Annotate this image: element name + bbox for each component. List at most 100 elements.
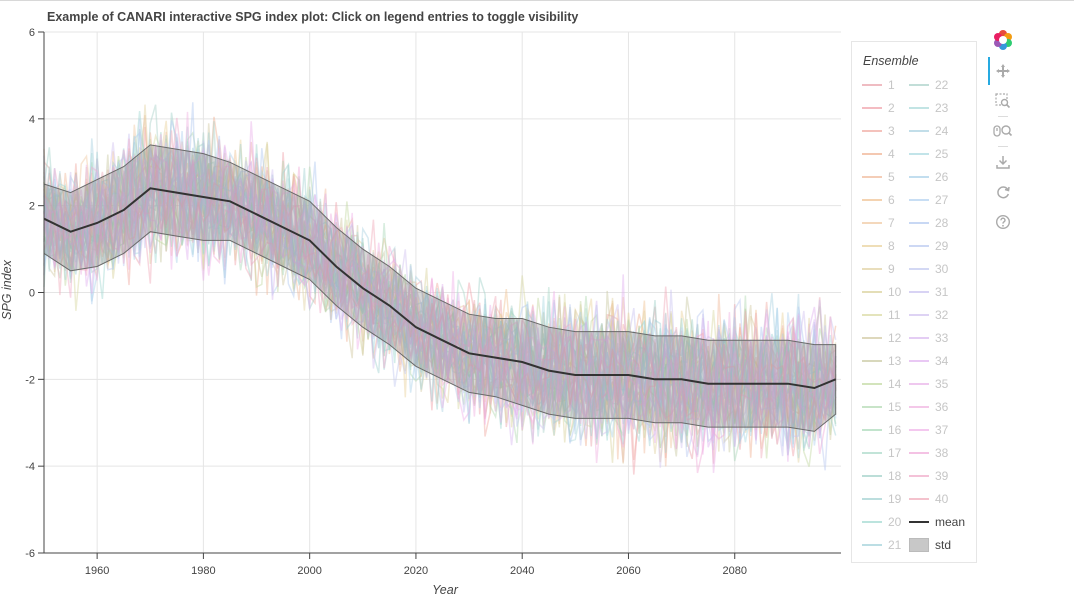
legend-entry-mean[interactable]: mean [909, 514, 965, 530]
ensemble-line-31 [43, 133, 837, 457]
ensemble-line-14 [43, 137, 837, 467]
active-tool-indicator [988, 57, 990, 85]
legend-entry-10[interactable]: 10 [862, 284, 901, 300]
legend-entry-32[interactable]: 32 [909, 307, 948, 323]
legend-swatch [909, 429, 929, 431]
legend-entry-30[interactable]: 30 [909, 261, 948, 277]
legend-entry-label: 14 [888, 377, 902, 391]
ensemble-line-32 [43, 142, 837, 468]
legend-entry-16[interactable]: 16 [862, 422, 901, 438]
legend-entry-std[interactable]: std [909, 537, 951, 553]
legend-entry-label: 22 [935, 78, 949, 92]
legend-entry-20[interactable]: 20 [862, 514, 901, 530]
legend-entry-17[interactable]: 17 [862, 445, 901, 461]
legend-entry-3[interactable]: 3 [862, 123, 895, 139]
x-tick-label: 2080 [722, 565, 746, 577]
legend-swatch [909, 199, 929, 201]
legend-entry-label: 35 [935, 377, 949, 391]
help-icon[interactable] [986, 210, 1020, 234]
legend-entry-26[interactable]: 26 [909, 169, 948, 185]
legend-entry-9[interactable]: 9 [862, 261, 895, 277]
ensemble-line-30 [43, 133, 837, 456]
legend-entry-15[interactable]: 15 [862, 399, 901, 415]
legend-swatch [909, 84, 929, 86]
legend-entry-4[interactable]: 4 [862, 146, 895, 162]
legend-swatch [909, 130, 929, 132]
legend-entry-22[interactable]: 22 [909, 77, 948, 93]
legend-swatch [909, 222, 929, 224]
legend-entry-2[interactable]: 2 [862, 100, 895, 116]
y-tick-label: -4 [25, 461, 35, 473]
legend-swatch [909, 498, 929, 500]
ensemble-line-15 [43, 131, 837, 448]
legend-entry-39[interactable]: 39 [909, 468, 948, 484]
legend-entry-19[interactable]: 19 [862, 491, 901, 507]
wheel-zoom-icon[interactable] [986, 119, 1020, 143]
toolbar-separator [998, 146, 1008, 147]
y-tick-label: 4 [29, 114, 35, 126]
top-divider [0, 0, 1074, 1]
legend-swatch [862, 429, 882, 431]
legend-entry-1[interactable]: 1 [862, 77, 895, 93]
legend-entry-label: 9 [888, 262, 895, 276]
legend-entry-5[interactable]: 5 [862, 169, 895, 185]
legend-entry-24[interactable]: 24 [909, 123, 948, 139]
box-zoom-icon[interactable] [986, 89, 1020, 113]
legend-entry-31[interactable]: 31 [909, 284, 948, 300]
legend-entry-40[interactable]: 40 [909, 491, 948, 507]
pan-icon[interactable] [986, 59, 1020, 83]
legend-entry-label: 37 [935, 423, 949, 437]
legend-entry-35[interactable]: 35 [909, 376, 948, 392]
ensemble-line-27 [43, 131, 837, 447]
legend-entry-14[interactable]: 14 [862, 376, 901, 392]
legend-entry-29[interactable]: 29 [909, 238, 948, 254]
legend-entry-8[interactable]: 8 [862, 238, 895, 254]
y-tick-label: -2 [25, 374, 35, 386]
x-tick-label: 1980 [191, 565, 215, 577]
legend-swatch [909, 475, 929, 477]
legend-entry-36[interactable]: 36 [909, 399, 948, 415]
legend-swatch [909, 153, 929, 155]
ensemble-line-40 [43, 130, 837, 459]
legend-swatch [862, 475, 882, 477]
mean-series-line [43, 187, 837, 390]
reset-icon[interactable] [986, 180, 1020, 204]
ensemble-line-39 [43, 117, 837, 440]
legend-entry-label: 8 [888, 239, 895, 253]
legend-entry-label: 15 [888, 400, 902, 414]
legend-entry-6[interactable]: 6 [862, 192, 895, 208]
x-tick-label: 2020 [404, 565, 428, 577]
ensemble-line-3 [43, 141, 837, 461]
legend: Ensemble 1 2 3 4 5 6 7 8 9 10 11 12 13 14 15 16 17 18 19 20… [851, 41, 977, 563]
ensemble-line-5 [43, 115, 837, 467]
legend-swatch [909, 538, 929, 552]
legend-entry-11[interactable]: 11 [862, 307, 900, 323]
legend-entry-18[interactable]: 18 [862, 468, 901, 484]
ensemble-line-13 [43, 138, 837, 457]
ensemble-line-22 [43, 104, 837, 450]
bokeh-logo-icon[interactable] [986, 28, 1020, 52]
ensemble-line-26 [43, 150, 837, 437]
legend-entry-label: 24 [935, 124, 949, 138]
legend-entry-7[interactable]: 7 [862, 215, 895, 231]
legend-entry-23[interactable]: 23 [909, 100, 948, 116]
axes: 1960 1980 2000 2020 2040 2060 2080 -6 -4 -2 0 2 4 6 [25, 27, 841, 577]
legend-entry-33[interactable]: 33 [909, 330, 948, 346]
legend-entry-label: 34 [935, 354, 949, 368]
legend-entry-27[interactable]: 27 [909, 192, 948, 208]
save-icon[interactable] [986, 150, 1020, 174]
legend-entry-34[interactable]: 34 [909, 353, 948, 369]
legend-entry-28[interactable]: 28 [909, 215, 948, 231]
legend-entry-label: 18 [888, 469, 902, 483]
legend-entry-label: 3 [888, 124, 895, 138]
legend-entry-12[interactable]: 12 [862, 330, 901, 346]
legend-entry-25[interactable]: 25 [909, 146, 948, 162]
legend-entry-21[interactable]: 21 [862, 537, 901, 553]
std-band [43, 144, 837, 432]
legend-entry-37[interactable]: 37 [909, 422, 948, 438]
legend-entry-13[interactable]: 13 [862, 353, 901, 369]
legend-entry-38[interactable]: 38 [909, 445, 948, 461]
ensemble-line-28 [43, 102, 837, 448]
ensemble-line-21 [43, 132, 837, 456]
